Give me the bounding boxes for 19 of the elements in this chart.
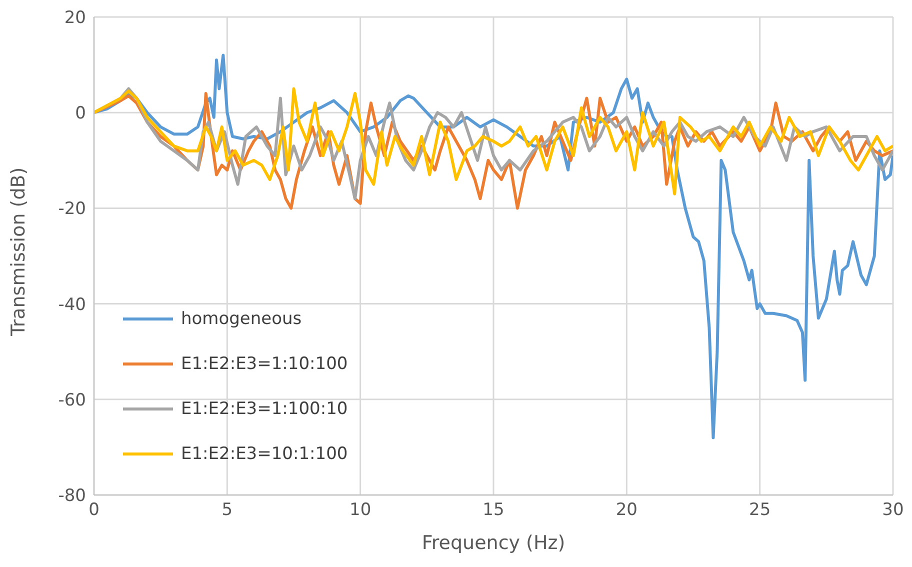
x-tick-label: 15 <box>482 500 504 520</box>
x-tick-label: 25 <box>749 500 771 520</box>
y-tick-label: -20 <box>58 199 86 220</box>
x-tick-label: 30 <box>882 500 904 520</box>
x-tick-label: 5 <box>222 500 233 520</box>
legend-label: homogeneous <box>181 308 302 328</box>
y-axis-title: Transmission (dB) <box>8 167 30 337</box>
x-tick-label: 0 <box>88 500 100 520</box>
x-tick-label: 10 <box>350 500 372 520</box>
legend-label: E1:E2:E3=1:100:10 <box>181 398 348 418</box>
legend-label: E1:E2:E3=1:10:100 <box>181 354 348 374</box>
x-axis-title: Frequency (Hz) <box>422 532 566 554</box>
y-tick-label: 20 <box>64 8 86 28</box>
x-tick-label: 20 <box>616 500 638 520</box>
y-tick-label: -40 <box>58 294 86 315</box>
y-tick-label: 0 <box>75 104 86 124</box>
y-tick-label: -80 <box>58 486 86 506</box>
legend-label: E1:E2:E3=10:1:100 <box>181 444 348 464</box>
y-tick-label: -60 <box>58 390 86 410</box>
